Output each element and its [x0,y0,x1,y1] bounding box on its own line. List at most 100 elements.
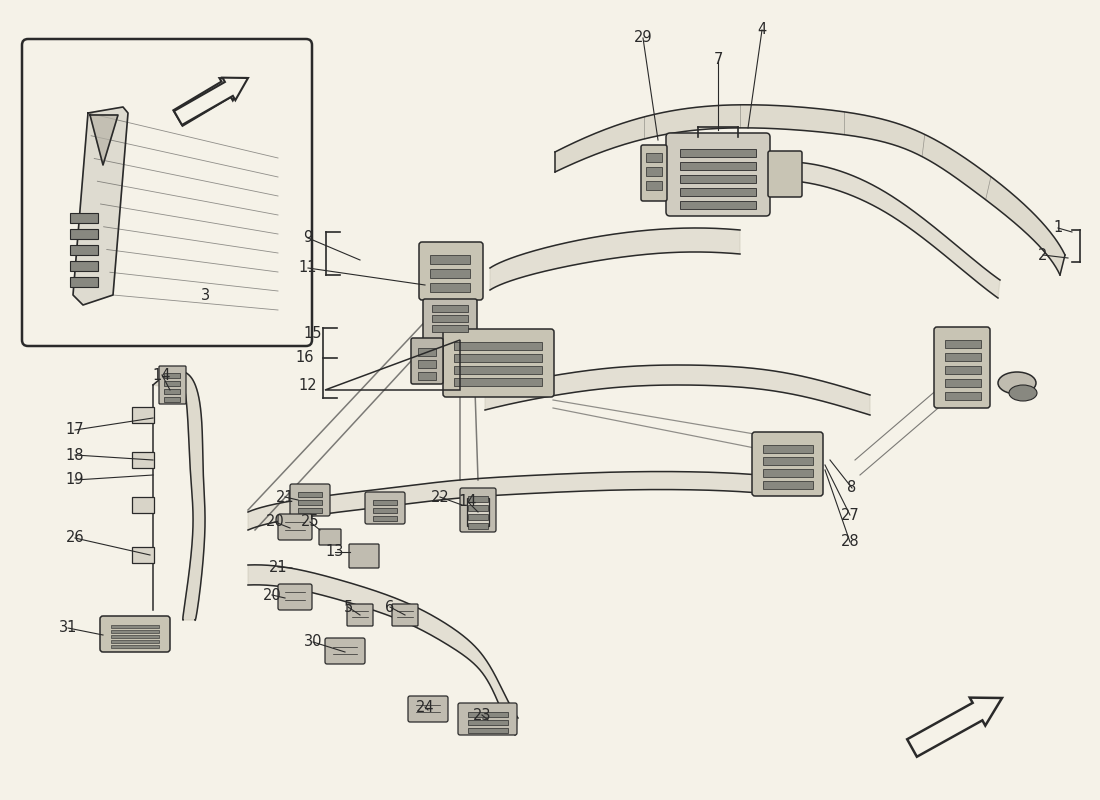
FancyBboxPatch shape [424,299,477,341]
Bar [418,360,436,368]
Bar [430,255,470,264]
Polygon shape [153,371,205,620]
Bar [680,149,756,157]
FancyBboxPatch shape [160,366,186,404]
Text: 18: 18 [66,447,85,462]
Bar [680,201,756,209]
Bar [763,445,813,453]
Bar [111,635,160,638]
Bar [468,720,508,725]
Bar [945,353,981,361]
Bar [680,162,756,170]
FancyBboxPatch shape [408,696,448,722]
Text: 31: 31 [58,621,77,635]
Text: 11: 11 [299,261,317,275]
Bar [763,457,813,465]
Text: 6: 6 [385,599,395,614]
Text: 23: 23 [473,707,492,722]
Polygon shape [485,365,870,415]
Bar [70,213,98,223]
Bar [373,500,397,505]
Bar [763,481,813,489]
Bar [454,366,542,374]
Bar [373,508,397,513]
FancyBboxPatch shape [392,604,418,626]
FancyBboxPatch shape [324,638,365,664]
Bar [298,500,322,505]
Polygon shape [556,105,1065,275]
Text: 29: 29 [634,30,652,46]
Bar [454,354,542,362]
Bar [646,153,662,162]
Polygon shape [174,78,248,125]
Polygon shape [908,698,1002,757]
Bar [111,630,160,633]
Bar [132,497,154,513]
Ellipse shape [1009,385,1037,401]
Bar [468,505,488,511]
FancyBboxPatch shape [641,145,667,201]
Text: 1: 1 [1054,221,1063,235]
Bar [468,498,490,526]
Ellipse shape [998,372,1036,394]
Bar [70,261,98,271]
Text: 20: 20 [263,587,282,602]
Bar [680,188,756,196]
FancyBboxPatch shape [278,584,312,610]
FancyBboxPatch shape [290,484,330,516]
Bar [164,389,180,394]
Text: 14: 14 [153,367,172,382]
Bar [646,167,662,176]
Bar [70,229,98,239]
Bar [432,315,468,322]
FancyBboxPatch shape [278,514,312,540]
Bar [680,175,756,183]
Text: 30: 30 [304,634,322,650]
Bar [418,348,436,356]
Text: 16: 16 [296,350,315,366]
Text: 3: 3 [200,287,210,302]
Bar [945,379,981,387]
Bar [468,728,508,733]
FancyBboxPatch shape [346,604,373,626]
Bar [111,645,160,648]
Text: 4: 4 [758,22,767,38]
Polygon shape [174,78,245,126]
Bar [454,378,542,386]
Bar [763,469,813,477]
Bar [132,547,154,563]
Polygon shape [770,162,1000,298]
Polygon shape [73,107,128,305]
FancyBboxPatch shape [752,432,823,496]
Bar [468,514,488,520]
Bar [646,181,662,190]
Text: 5: 5 [343,599,353,614]
FancyBboxPatch shape [419,242,483,300]
Bar [430,283,470,292]
Text: 15: 15 [304,326,322,341]
FancyBboxPatch shape [458,703,517,735]
Text: 28: 28 [840,534,859,550]
Text: 21: 21 [276,490,295,505]
Text: 27: 27 [840,507,859,522]
Bar [111,640,160,643]
Text: 21: 21 [268,559,287,574]
Bar [945,366,981,374]
Bar [132,407,154,423]
FancyBboxPatch shape [443,329,554,397]
Text: 14: 14 [459,494,477,510]
Text: 9: 9 [304,230,312,246]
Polygon shape [490,228,740,290]
Text: 26: 26 [66,530,85,546]
Text: 24: 24 [416,699,434,714]
FancyBboxPatch shape [768,151,802,197]
Polygon shape [90,115,118,165]
Bar [454,342,542,350]
Polygon shape [248,471,770,530]
Text: 12: 12 [299,378,317,393]
Text: 7: 7 [713,53,723,67]
Bar [164,381,180,386]
Bar [432,325,468,332]
Bar [164,373,180,378]
Bar [132,452,154,468]
